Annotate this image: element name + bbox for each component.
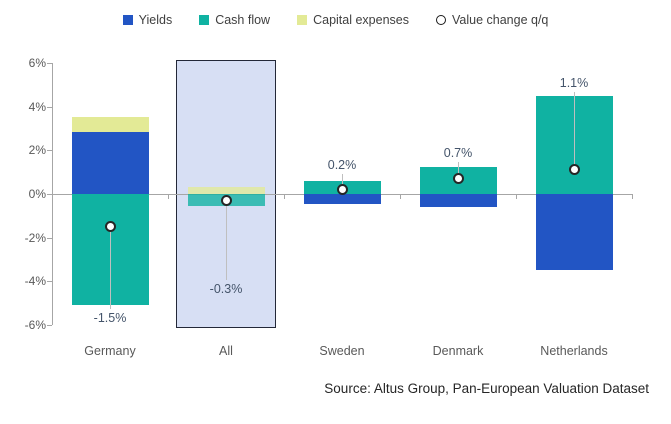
x-axis-category-label: Netherlands	[540, 344, 608, 358]
value-change-label: -0.3%	[209, 281, 243, 296]
value-change-marker	[452, 173, 464, 185]
x-axis-category-label: All	[219, 344, 233, 358]
value-change-circle-icon	[436, 15, 446, 25]
value-change-label: -1.5%	[93, 311, 127, 326]
legend-item-capital-expenses: Capital expenses	[297, 13, 409, 27]
legend-label-yields: Yields	[138, 13, 173, 27]
x-axis-category-label: Sweden	[319, 344, 365, 358]
bar-yields-netherlands	[535, 194, 613, 271]
x-axis-category-label: Denmark	[432, 344, 484, 358]
legend-label-capital-expenses: Capital expenses	[313, 13, 409, 27]
marker-connector-line	[574, 91, 575, 170]
highlight-box-all	[176, 59, 276, 329]
bar-capital-expenses-all	[187, 187, 265, 194]
bar-yields-germany	[71, 131, 149, 194]
yields-swatch-icon	[122, 15, 133, 25]
y-axis-tick	[47, 63, 52, 65]
x-axis-boundary-tick	[516, 194, 517, 199]
cash-flow-swatch-icon	[199, 15, 210, 25]
y-axis-tick	[47, 150, 52, 152]
marker-connector-line	[110, 226, 111, 310]
legend-item-yields: Yields	[122, 13, 173, 27]
y-axis-tick-label: -6%	[24, 317, 46, 332]
marker-connector-line	[342, 173, 343, 190]
marker-connector-line	[226, 200, 227, 280]
x-axis-boundary-tick	[284, 194, 285, 199]
value-change-marker	[104, 221, 116, 233]
marker-connector-line	[458, 161, 459, 179]
y-axis-tick-label: 0%	[28, 187, 46, 201]
value-change-label: 0.7%	[443, 145, 473, 160]
legend-label-cash-flow: Cash flow	[215, 13, 271, 27]
x-axis-boundary-tick	[168, 194, 169, 199]
y-axis-tick	[47, 281, 52, 283]
legend-item-value-change: Value change q/q	[436, 13, 548, 27]
value-change-label: 1.1%	[559, 75, 589, 90]
legend-item-cash-flow: Cash flow	[199, 13, 270, 27]
value-change-marker	[568, 164, 580, 176]
y-axis-tick	[47, 324, 52, 326]
y-axis-tick-label: 4%	[28, 99, 46, 114]
bar-capital-expenses-germany	[71, 116, 149, 132]
y-axis-tick	[47, 106, 52, 108]
capital-expenses-swatch-icon	[297, 15, 308, 25]
y-axis-line	[52, 63, 53, 325]
value-change-label: 0.2%	[327, 157, 357, 172]
y-axis-tick-label: -4%	[24, 274, 46, 289]
y-axis-tick-label: -2%	[24, 230, 46, 245]
y-axis-tick-label: 6%	[28, 56, 46, 71]
bar-yields-sweden	[303, 194, 381, 204]
legend-label-value-change: Value change q/q	[452, 13, 549, 27]
x-axis-category-label: Germany	[84, 344, 136, 358]
chart-legend: Yields Cash flow Capital expenses Value …	[0, 13, 671, 27]
value-change-marker	[336, 184, 348, 196]
value-change-marker	[220, 195, 232, 207]
y-axis-tick	[47, 194, 52, 195]
y-axis-tick-label: 2%	[28, 143, 46, 158]
y-axis-tick	[47, 237, 52, 239]
x-axis-boundary-tick	[632, 194, 633, 199]
x-axis-boundary-tick	[400, 194, 401, 199]
source-note: Source: Altus Group, Pan-European Valuat…	[324, 381, 649, 396]
bar-yields-denmark	[419, 194, 497, 208]
